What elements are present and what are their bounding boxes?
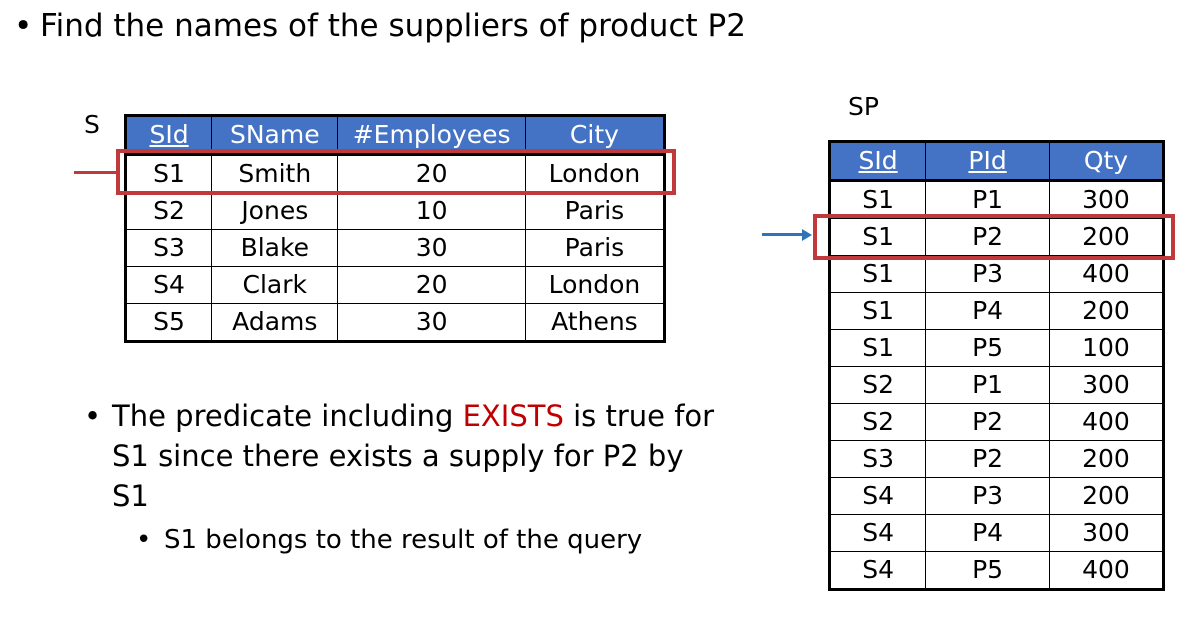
table-cell-sid: S1 — [828, 180, 927, 219]
table-cell-sid: S1 — [828, 329, 927, 367]
bullet-subtext: S1 belongs to the result of the query — [164, 525, 643, 555]
table-cell-qty: 300 — [1048, 180, 1165, 219]
table-cell-sid: S4 — [828, 551, 927, 590]
table-cell-qty: 400 — [1048, 551, 1165, 590]
table-cell-qty: 100 — [1048, 329, 1165, 367]
suppliers-table: SId SName #Employees City S1 Smith 20 Londo… — [124, 114, 666, 343]
table-cell-sid: S3 — [124, 229, 213, 267]
table-cell-city: London — [524, 154, 666, 193]
table-cell-city: Athens — [524, 303, 666, 342]
table-cell-sname: Smith — [211, 154, 339, 193]
table-cell-qty: 300 — [1048, 514, 1165, 552]
explanation-bullets: • The predicate including EXISTS is true … — [84, 396, 724, 560]
table-cell-sid: S3 — [828, 440, 927, 478]
table-cell-sid: S1 — [124, 154, 213, 193]
table-cell-employees: 20 — [337, 154, 526, 193]
supplies-table: SId PId Qty S1 P1 300 S1 P2 200 S1 P3 400 S1 P4 200… — [828, 140, 1165, 591]
pointer-line-sp — [762, 233, 804, 236]
table-cell-pid: P1 — [925, 180, 1050, 219]
column-header-employees: #Employees — [337, 115, 526, 156]
table-cell-sid: S4 — [828, 477, 927, 515]
table-cell-pid: P4 — [925, 514, 1050, 552]
highlight-box-s1-p2-row — [813, 214, 1175, 260]
pointer-line-s — [74, 171, 118, 174]
table-cell-employees: 30 — [337, 229, 526, 267]
column-header-qty: Qty — [1048, 141, 1165, 182]
table-cell-pid: P2 — [925, 440, 1050, 478]
table-cell-sid: S1 — [828, 255, 927, 293]
highlight-box-s1-row — [116, 149, 676, 195]
table-cell-sid: S2 — [828, 403, 927, 441]
arrow-right-icon — [802, 229, 812, 241]
table-sp-label: SP — [848, 92, 879, 121]
column-header-sid: SId — [828, 141, 927, 182]
table-cell-pid: P5 — [925, 329, 1050, 367]
table-row: S4 Clark 20 London — [124, 266, 666, 304]
table-cell-sid: S1 — [828, 292, 927, 330]
table-header-row: SId PId Qty — [828, 141, 1165, 182]
table-cell-pid: P3 — [925, 477, 1050, 515]
bullet-level-1: • The predicate including EXISTS is true … — [84, 396, 724, 516]
table-cell-sname: Clark — [211, 266, 339, 304]
table-cell-sid: S5 — [124, 303, 213, 342]
table-row: S2 P2 400 — [828, 403, 1165, 441]
slide-title: • Find the names of the suppliers of prod… — [14, 6, 746, 46]
table-cell-city: Paris — [524, 229, 666, 267]
table-row: S4 P3 200 — [828, 477, 1165, 515]
table-cell-sid: S2 — [124, 192, 213, 230]
table-cell-qty: 200 — [1048, 440, 1165, 478]
table-cell-pid: P1 — [925, 366, 1050, 404]
table-cell-city: London — [524, 266, 666, 304]
table-cell-qty: 200 — [1048, 477, 1165, 515]
table-cell-pid: P3 — [925, 255, 1050, 293]
table-header-row: SId SName #Employees City — [124, 115, 666, 156]
bullet-dot: • — [136, 525, 152, 555]
bullet-text-start: The predicate including — [112, 399, 463, 433]
table-cell-qty: 200 — [1048, 292, 1165, 330]
table-cell-sid: S4 — [828, 514, 927, 552]
table-cell-sid: S4 — [124, 266, 213, 304]
column-header-sname: SName — [211, 115, 339, 156]
table-row: S1 P4 200 — [828, 292, 1165, 330]
table-row: S5 Adams 30 Athens — [124, 303, 666, 342]
table-row: S1 P5 100 — [828, 329, 1165, 367]
table-cell-sname: Adams — [211, 303, 339, 342]
table-row: S3 P2 200 — [828, 440, 1165, 478]
table-cell-qty: 400 — [1048, 403, 1165, 441]
table-row: S2 Jones 10 Paris — [124, 192, 666, 230]
table-row: S2 P1 300 — [828, 366, 1165, 404]
table-cell-sname: Jones — [211, 192, 339, 230]
table-cell-employees: 20 — [337, 266, 526, 304]
table-cell-sid: S2 — [828, 366, 927, 404]
table-s-label: S — [84, 110, 100, 139]
table-cell-pid: P4 — [925, 292, 1050, 330]
keyword-exists: EXISTS — [462, 399, 564, 433]
table-cell-employees: 30 — [337, 303, 526, 342]
column-header-pid: PId — [925, 141, 1050, 182]
table-cell-qty: 300 — [1048, 366, 1165, 404]
table-row: S1 P3 400 — [828, 255, 1165, 293]
table-row: S3 Blake 30 Paris — [124, 229, 666, 267]
table-cell-qty: 400 — [1048, 255, 1165, 293]
table-row: S1 P1 300 — [828, 180, 1165, 219]
bullet-level-2: • S1 belongs to the result of the query — [84, 520, 724, 560]
title-bullet: • — [14, 8, 33, 44]
table-cell-employees: 10 — [337, 192, 526, 230]
table-row: S4 P5 400 — [828, 551, 1165, 590]
table-cell-pid: P5 — [925, 551, 1050, 590]
table-row: S1 Smith 20 London — [124, 154, 666, 193]
table-cell-pid: P2 — [925, 403, 1050, 441]
bullet-text-end: is true for S1 since there exists a supp… — [112, 399, 715, 513]
bullet-dot: • — [84, 399, 102, 433]
table-row: S4 P4 300 — [828, 514, 1165, 552]
table-cell-sname: Blake — [211, 229, 339, 267]
table-cell-city: Paris — [524, 192, 666, 230]
title-text: Find the names of the suppliers of produ… — [40, 8, 746, 44]
